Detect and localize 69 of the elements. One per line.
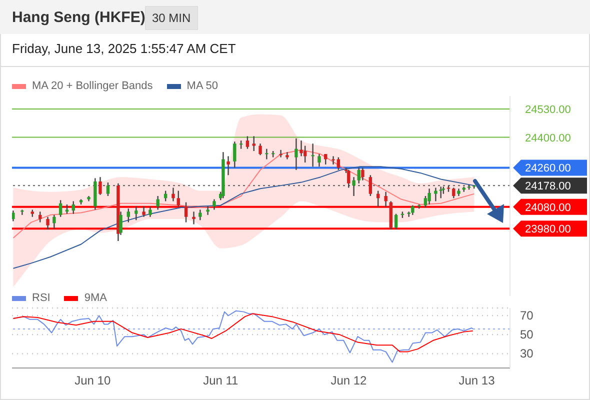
candlestick xyxy=(294,138,298,171)
y-tick-label: 23980.00 xyxy=(525,224,571,236)
line-series xyxy=(12,166,475,269)
candlestick xyxy=(172,187,175,202)
candlestick xyxy=(98,176,102,196)
candlestick xyxy=(176,190,180,208)
candlestick xyxy=(134,206,138,221)
y-tick-label: 24178.00 xyxy=(525,180,571,193)
candlestick xyxy=(434,187,438,202)
candlestick xyxy=(126,208,130,223)
candlestick xyxy=(12,210,15,222)
candlestick xyxy=(192,211,196,225)
y-tick-label: 30 xyxy=(520,346,534,361)
candlestick xyxy=(65,204,69,214)
candlestick xyxy=(58,200,62,218)
x-tick-label: Jun 10 xyxy=(74,374,111,388)
candlestick xyxy=(252,136,256,152)
candlestick xyxy=(226,156,230,176)
candlestick xyxy=(156,195,160,210)
candlestick xyxy=(368,174,372,197)
y-tick-label: 24260.00 xyxy=(525,162,571,175)
candlestick xyxy=(184,202,188,223)
legend-label: RSI xyxy=(32,292,50,304)
y-tick-label: 24530.00 xyxy=(525,104,571,116)
chart-title: Hang Seng (HKFE) xyxy=(12,9,146,26)
x-tick-label: Jun 13 xyxy=(458,374,496,388)
candlestick xyxy=(318,153,321,168)
text: 30 MIN xyxy=(145,6,198,30)
legend-label: MA 20 + Bollinger Bands xyxy=(32,80,153,92)
candlestick xyxy=(20,209,24,216)
line-series xyxy=(12,149,475,238)
y-tick-label: 24400.00 xyxy=(525,132,571,144)
chart-subtitle: Friday, June 13, 2025 1:55:47 AM CET xyxy=(12,41,236,56)
candlestick xyxy=(311,143,314,168)
candlestick xyxy=(352,176,356,197)
candlestick xyxy=(106,182,110,197)
candlestick xyxy=(332,156,335,166)
candlestick xyxy=(411,204,414,216)
candlestick xyxy=(206,206,210,216)
legend-label: 9MA xyxy=(84,292,107,304)
candlestick xyxy=(347,169,350,188)
line-series xyxy=(12,313,474,352)
candlestick xyxy=(279,149,282,158)
y-tick-label: 24080.00 xyxy=(525,202,571,214)
candlestick xyxy=(72,200,75,214)
candlestick xyxy=(198,209,202,221)
y-tick-label: 50 xyxy=(520,328,534,342)
candlestick xyxy=(265,148,268,160)
candlestick xyxy=(52,214,56,230)
candlestick xyxy=(246,136,250,150)
x-tick-label: Jun 12 xyxy=(330,374,368,388)
candlestick xyxy=(394,213,398,230)
candlestick xyxy=(46,216,50,230)
candlestick xyxy=(148,206,152,218)
candlestick xyxy=(258,143,262,156)
y-tick-label: 70 xyxy=(520,308,534,323)
x-tick-label: Jun 11 xyxy=(203,374,239,388)
candlestick xyxy=(142,206,146,218)
legend-label: MA 50 xyxy=(186,80,218,92)
candlestick xyxy=(38,211,42,223)
candlestick xyxy=(439,186,442,199)
candlestick xyxy=(384,191,388,208)
candlestick xyxy=(324,153,328,166)
candlestick xyxy=(428,188,431,206)
candlestick xyxy=(357,167,360,184)
candlestick xyxy=(233,141,236,168)
candlestick xyxy=(361,167,364,181)
candlestick xyxy=(452,187,456,199)
candlestick xyxy=(212,198,216,210)
